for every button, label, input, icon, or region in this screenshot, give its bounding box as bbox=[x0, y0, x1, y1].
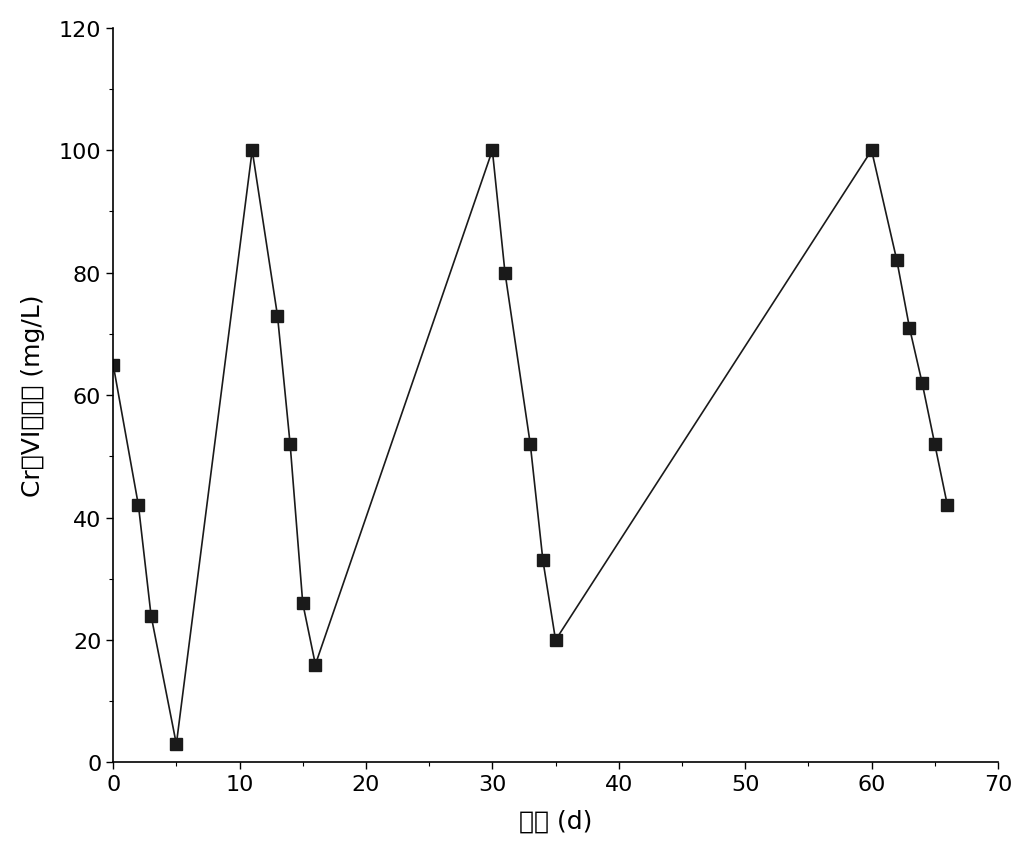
X-axis label: 时间 (d): 时间 (d) bbox=[519, 809, 592, 833]
Y-axis label: Cr（VI）浓度 (mg/L): Cr（VI）浓度 (mg/L) bbox=[21, 294, 44, 496]
